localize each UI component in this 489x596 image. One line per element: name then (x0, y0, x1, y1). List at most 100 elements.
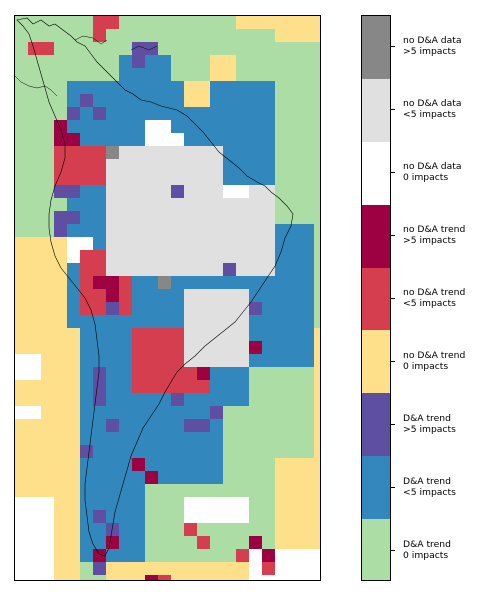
grid-cell (223, 94, 237, 108)
grid-cell (80, 536, 94, 550)
grid-cell (249, 185, 263, 199)
grid-cell (314, 68, 320, 82)
grid-cell (275, 328, 289, 342)
grid-cell (67, 185, 81, 199)
colorbar-segment (362, 456, 390, 520)
grid-cell (262, 185, 276, 199)
grid-cell (184, 341, 198, 355)
grid-cell (15, 432, 29, 446)
grid-cell (301, 549, 315, 563)
grid-cell (41, 458, 55, 472)
grid-cell (80, 55, 94, 69)
grid-cell (54, 393, 68, 407)
grid-cell (67, 445, 81, 459)
colorbar-label: D&A trend <5 impacts (403, 475, 456, 498)
grid-cell (67, 328, 81, 342)
grid-cell (28, 107, 42, 121)
grid-cell (301, 562, 315, 576)
grid-cell (28, 432, 42, 446)
grid-cell (15, 328, 29, 342)
grid-cell (314, 575, 320, 580)
grid-cell (54, 458, 68, 472)
grid-cell (249, 549, 263, 563)
grid-cell (223, 185, 237, 199)
grid-cell (197, 471, 211, 485)
grid-cell (41, 237, 55, 251)
grid-cell (314, 510, 320, 524)
grid-cell (249, 562, 263, 576)
grid-cell (288, 315, 302, 329)
grid-cell (223, 120, 237, 134)
grid-cell (262, 341, 276, 355)
grid-cell (132, 406, 146, 420)
grid-cell (158, 250, 172, 264)
grid-cell (67, 55, 81, 69)
grid-cell (171, 68, 185, 82)
grid-cell (223, 341, 237, 355)
grid-cell (132, 419, 146, 433)
grid-cell (158, 302, 172, 316)
grid-cell (67, 406, 81, 420)
grid-cell (288, 575, 302, 580)
grid-cell (223, 133, 237, 147)
grid-cell (210, 172, 224, 186)
grid-cell (184, 432, 198, 446)
grid-cell (28, 393, 42, 407)
grid-cell (249, 29, 263, 43)
grid-cell (158, 328, 172, 342)
caribbean-coast (15, 35, 158, 97)
grid-cell (158, 367, 172, 381)
grid-cell (119, 393, 133, 407)
grid-cell (236, 302, 250, 316)
grid-cell (236, 510, 250, 524)
grid-cell (236, 107, 250, 121)
grid-cell (275, 341, 289, 355)
grid-cell (41, 549, 55, 563)
grid-cell (54, 42, 68, 56)
grid-cell (15, 120, 29, 134)
grid-cell (249, 523, 263, 537)
grid-cell (145, 315, 159, 329)
grid-cell (67, 16, 81, 30)
grid-cell (119, 94, 133, 108)
grid-cell (132, 367, 146, 381)
grid-cell (145, 497, 159, 511)
grid-cell (93, 81, 107, 95)
grid-cell (210, 380, 224, 394)
grid-cell (15, 29, 29, 43)
grid-cell (80, 94, 94, 108)
grid-cell (106, 471, 120, 485)
grid-cell (288, 211, 302, 225)
grid-cell (80, 185, 94, 199)
grid-cell (106, 185, 120, 199)
grid-cell (54, 419, 68, 433)
grid-cell (275, 185, 289, 199)
grid-cell (314, 211, 320, 225)
grid-cell (15, 523, 29, 537)
grid-cell (80, 328, 94, 342)
grid-cell (145, 185, 159, 199)
grid-cell (262, 497, 276, 511)
grid-cell (93, 380, 107, 394)
grid-cell (197, 458, 211, 472)
grid-cell (132, 380, 146, 394)
grid-cell (236, 29, 250, 43)
grid-cell (41, 172, 55, 186)
grid-cell (184, 393, 198, 407)
grid-cell (15, 562, 29, 576)
grid-cell (184, 159, 198, 173)
grid-cell (288, 497, 302, 511)
grid-cell (67, 120, 81, 134)
grid-cell (80, 16, 94, 30)
grid-cell (171, 224, 185, 238)
grid-cell (41, 419, 55, 433)
grid-cell (197, 55, 211, 69)
grid-cell (275, 562, 289, 576)
grid-cell (210, 406, 224, 420)
grid-cell (54, 16, 68, 30)
grid-cell (158, 289, 172, 303)
grid-cell (249, 445, 263, 459)
grid-cell (15, 68, 29, 82)
grid-cell (288, 406, 302, 420)
grid-cell (262, 16, 276, 30)
